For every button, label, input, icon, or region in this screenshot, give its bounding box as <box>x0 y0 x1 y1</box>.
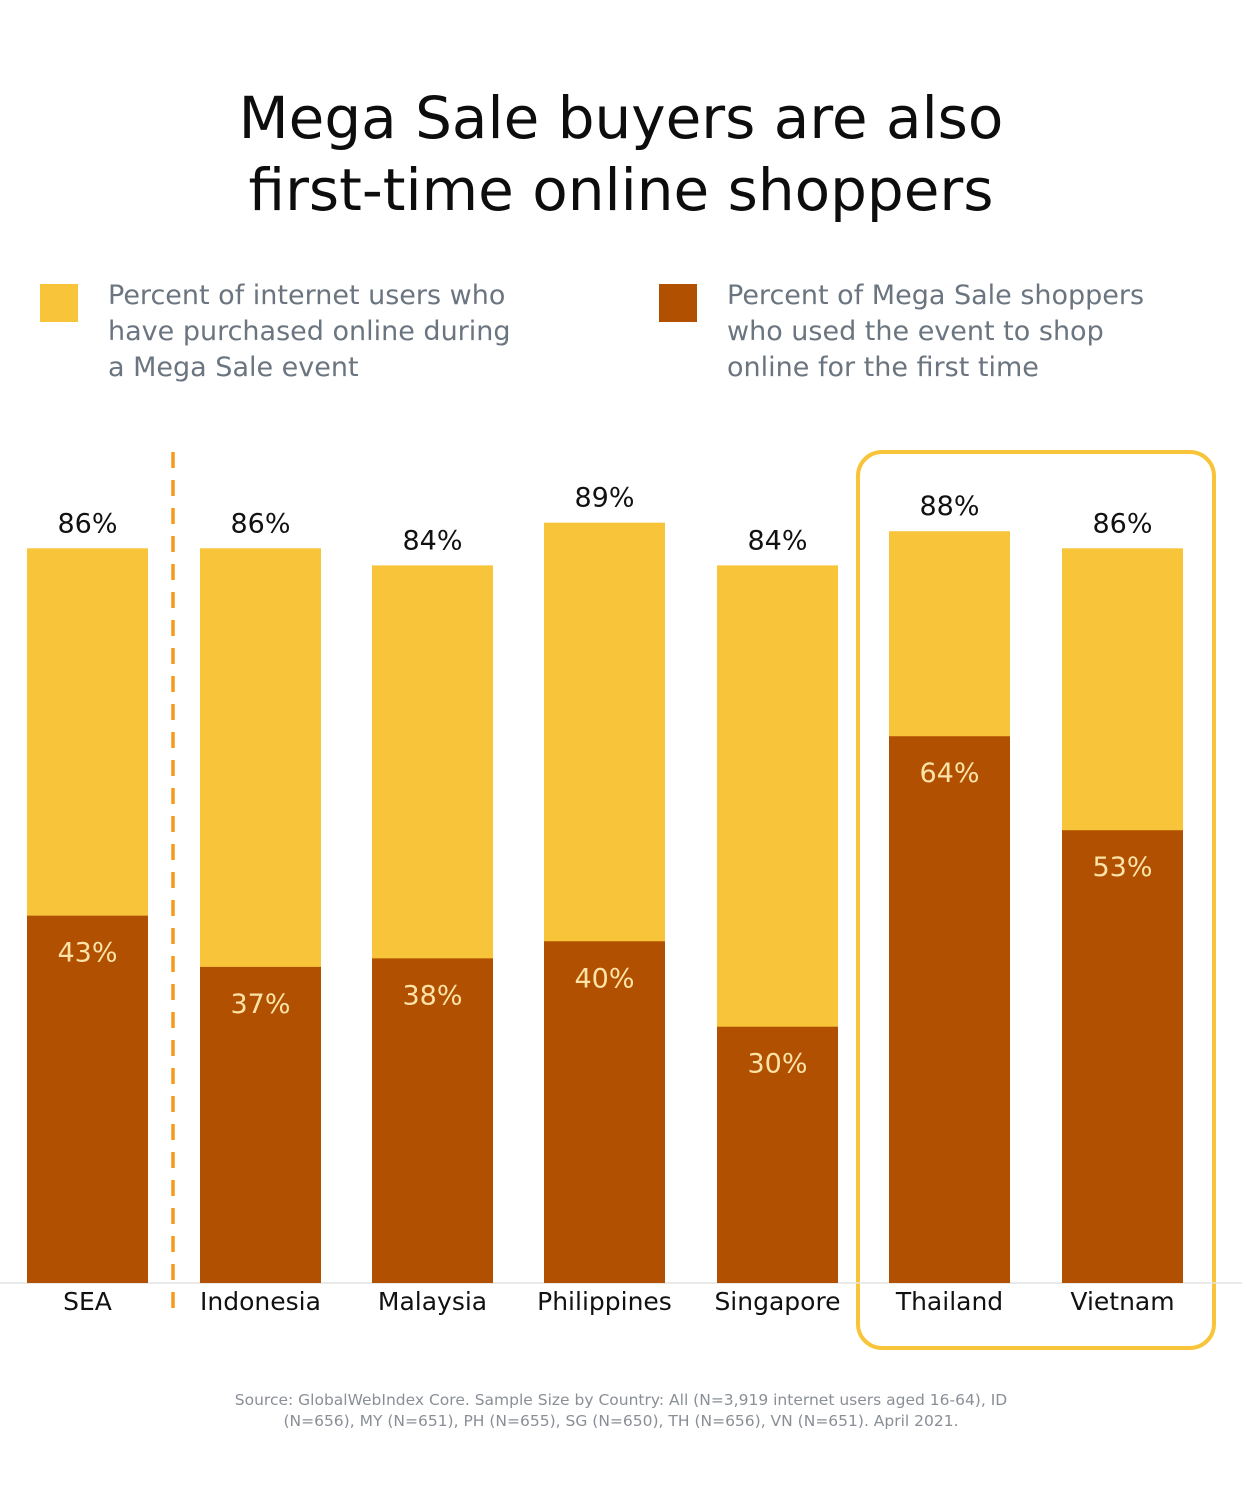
data-label-total: 84% <box>747 525 807 556</box>
legend-label-line: online for the first time <box>727 352 1039 383</box>
bar-first-time-singapore <box>717 1026 838 1283</box>
bar-first-time-malaysia <box>372 958 493 1283</box>
stacked-bar-chart: 86% 43% SEA 86% 37% Indonesia 84% 38% Malaysia 89… <box>0 450 1242 1350</box>
data-label-total: 89% <box>574 483 634 514</box>
source-note-line: (N=656), MY (N=651), PH (N=655), SG (N=6… <box>283 1412 959 1430</box>
data-label-total: 88% <box>919 491 979 522</box>
data-label-first-time: 38% <box>402 980 462 1011</box>
bar-first-time-philippines <box>544 941 665 1283</box>
legend-swatch-yellow <box>40 284 78 322</box>
legend-label-line: have purchased online during <box>108 316 511 347</box>
source-note: Source: GlobalWebIndex Core. Sample Size… <box>200 1390 1042 1432</box>
x-tick-label: Indonesia <box>200 1287 321 1316</box>
data-label-first-time: 37% <box>230 989 290 1020</box>
data-label-total: 86% <box>230 508 290 539</box>
x-tick-label: Malaysia <box>378 1287 487 1316</box>
data-label-first-time: 30% <box>747 1049 807 1080</box>
bar-first-time-indonesia <box>200 966 321 1283</box>
data-label-first-time: 64% <box>919 758 979 789</box>
x-tick-label: Vietnam <box>1070 1287 1174 1316</box>
data-label-total: 84% <box>402 525 462 556</box>
legend-label-line: Percent of Mega Sale shoppers <box>727 280 1145 311</box>
legend-label-line: who used the event to shop <box>727 316 1104 347</box>
legend-label-line: a Mega Sale event <box>108 352 359 383</box>
x-tick-label: SEA <box>63 1287 112 1316</box>
x-tick-label: Thailand <box>895 1287 1003 1316</box>
data-label-total: 86% <box>57 508 117 539</box>
legend-label-line: Percent of internet users who <box>108 280 506 311</box>
chart-title: Mega Sale buyers are also first-time onl… <box>0 82 1242 226</box>
data-label-first-time: 43% <box>57 938 117 969</box>
bar-first-time-thailand <box>889 736 1010 1283</box>
x-tick-label: Philippines <box>537 1287 672 1316</box>
bar-first-time-vietnam <box>1062 830 1183 1283</box>
data-label-first-time: 40% <box>574 963 634 994</box>
source-note-line: Source: GlobalWebIndex Core. Sample Size… <box>234 1391 1008 1409</box>
legend-label: Percent of internet users who have purch… <box>108 278 568 386</box>
bar-first-time-sea <box>27 915 148 1283</box>
x-tick-label: Singapore <box>714 1287 840 1316</box>
data-label-first-time: 53% <box>1092 852 1152 883</box>
chart-title-line-1: Mega Sale buyers are also <box>238 84 1004 152</box>
highlight-frame <box>856 450 1216 1350</box>
legend-swatch-brown <box>659 284 697 322</box>
chart-title-line-2: first-time online shoppers <box>248 156 994 224</box>
legend-label: Percent of Mega Sale shoppers who used t… <box>727 278 1207 386</box>
data-label-total: 86% <box>1092 508 1152 539</box>
